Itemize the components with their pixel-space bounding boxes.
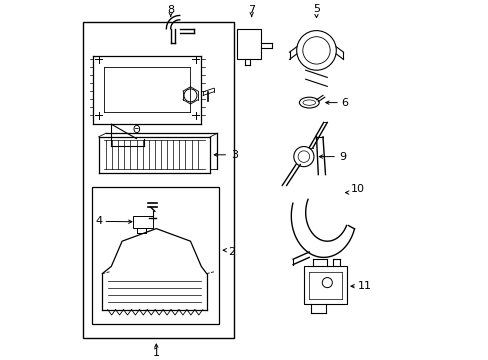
Text: 1: 1 <box>152 348 160 358</box>
Text: 6: 6 <box>341 98 348 108</box>
Text: 7: 7 <box>247 5 255 15</box>
Text: 10: 10 <box>350 184 364 194</box>
Text: 5: 5 <box>312 4 319 14</box>
Text: 2: 2 <box>228 247 235 257</box>
Text: 3: 3 <box>230 150 237 160</box>
Bar <box>237 29 260 59</box>
Text: 8: 8 <box>167 5 174 15</box>
Text: 9: 9 <box>338 152 345 162</box>
Text: 11: 11 <box>357 281 371 291</box>
Text: Θ: Θ <box>132 125 140 135</box>
Bar <box>133 216 152 228</box>
Text: 4: 4 <box>95 216 102 226</box>
Bar <box>91 187 219 324</box>
Bar <box>82 22 233 338</box>
Bar <box>303 266 346 304</box>
